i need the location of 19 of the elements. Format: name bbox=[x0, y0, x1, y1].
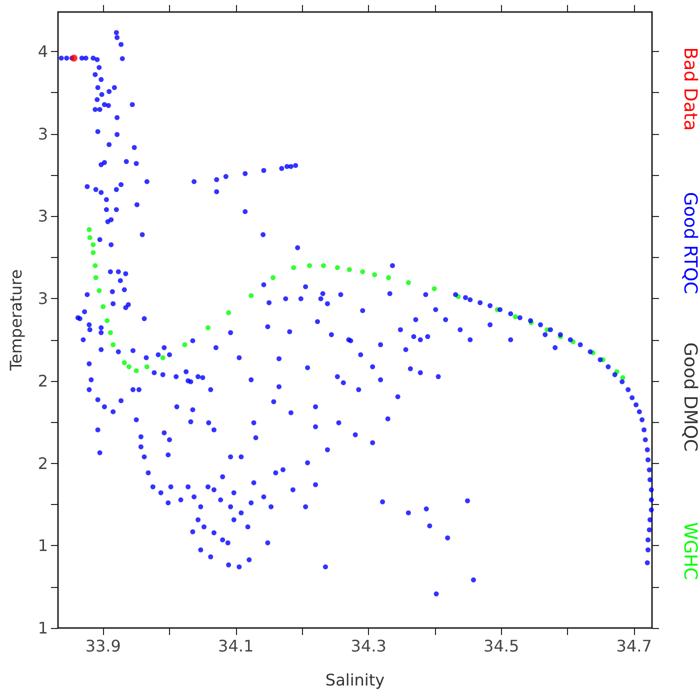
y-tick-label: 1 bbox=[38, 536, 48, 556]
x-tick-label: 33.9 bbox=[85, 636, 121, 656]
x-tick-label: 34.3 bbox=[350, 636, 386, 656]
text: Bad Data bbox=[680, 47, 700, 131]
y-axis-title: Temperature bbox=[6, 269, 26, 372]
y-tick-label: 2 bbox=[38, 371, 48, 390]
text: Good RTQC bbox=[680, 192, 700, 294]
x-tick-label: 34.5 bbox=[484, 636, 520, 656]
y-tick-label: 3 bbox=[38, 124, 48, 144]
y-tick-label: 4 bbox=[38, 42, 48, 62]
y-tick-label: 2 bbox=[38, 454, 48, 473]
y-tick-label: 3 bbox=[38, 206, 48, 226]
text: WGHC bbox=[680, 522, 700, 580]
y-tick-label: 3 bbox=[38, 289, 48, 308]
x-tick-label: 34.1 bbox=[218, 636, 254, 656]
x-tick-label: 34.7 bbox=[616, 636, 652, 656]
x-axis-title: Salinity bbox=[325, 670, 385, 690]
y-tick-label: 1 bbox=[38, 618, 48, 638]
text: Good DMQC bbox=[680, 342, 700, 452]
